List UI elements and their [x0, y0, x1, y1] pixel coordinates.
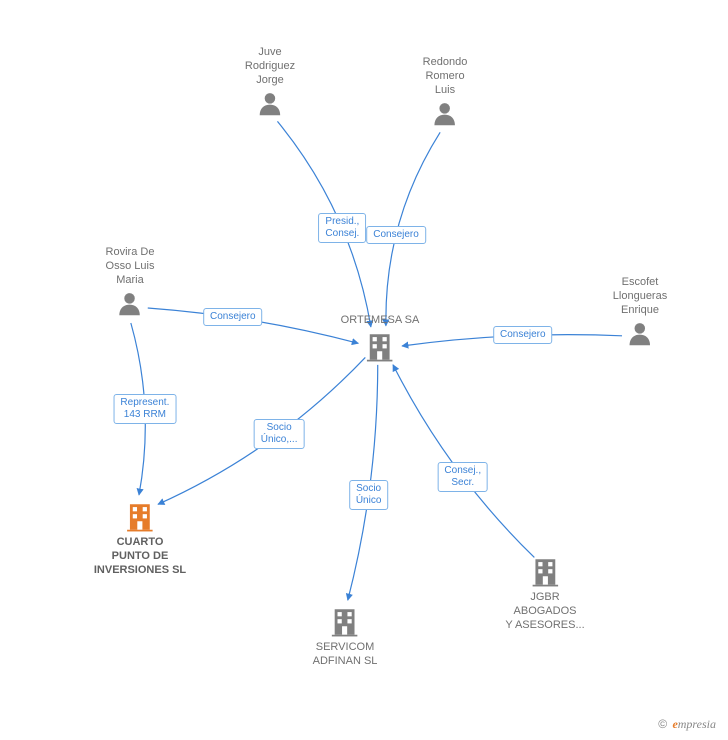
node-juve[interactable]: JuveRodriguezJorge	[245, 46, 295, 119]
node-redondo[interactable]: RedondoRomeroLuis	[423, 56, 468, 129]
node-jgbr[interactable]: JGBRABOGADOSY ASESORES...	[505, 555, 584, 632]
node-label: RedondoRomeroLuis	[423, 56, 468, 97]
edge-label-juve-ortemesa: Presid.,Consej.	[318, 213, 366, 243]
copyright-symbol: ©	[658, 717, 667, 731]
node-cuarto[interactable]: CUARTOPUNTO DEINVERSIONES SL	[94, 500, 186, 577]
edge-label-ortemesa-servicom: SocioÚnico	[349, 480, 389, 510]
node-ortemesa[interactable]: ORTEMESA SA	[341, 314, 420, 364]
node-label: EscofetLlonguerasEnrique	[613, 276, 667, 317]
node-label: JGBRABOGADOSY ASESORES...	[505, 591, 584, 632]
node-escofet[interactable]: EscofetLlonguerasEnrique	[613, 276, 667, 349]
node-label: ORTEMESA SA	[341, 314, 420, 328]
node-label: CUARTOPUNTO DEINVERSIONES SL	[94, 536, 186, 577]
edge-label-rovira-cuarto: Represent.143 RRM	[113, 394, 176, 424]
watermark: © empresia	[658, 717, 716, 732]
edge-label-rovira-ortemesa: Consejero	[203, 308, 263, 326]
node-label: Rovira DeOsso LuisMaria	[106, 246, 155, 287]
edge-label-redondo-ortemesa: Consejero	[366, 226, 426, 244]
edge-label-ortemesa-cuarto: SocioÚnico,...	[254, 419, 305, 449]
node-servicom[interactable]: SERVICOMADFINAN SL	[313, 605, 378, 669]
diagram-stage: ORTEMESA SA JuveRodriguezJorge RedondoRo…	[0, 0, 728, 740]
brand-rest: mpresia	[678, 717, 716, 731]
node-rovira[interactable]: Rovira DeOsso LuisMaria	[106, 246, 155, 319]
node-label: JuveRodriguezJorge	[245, 46, 295, 87]
edge-label-jgbr-ortemesa: Consej.,Secr.	[437, 462, 488, 492]
node-label: SERVICOMADFINAN SL	[313, 641, 378, 669]
edge-label-escofet-ortemesa: Consejero	[493, 326, 553, 344]
